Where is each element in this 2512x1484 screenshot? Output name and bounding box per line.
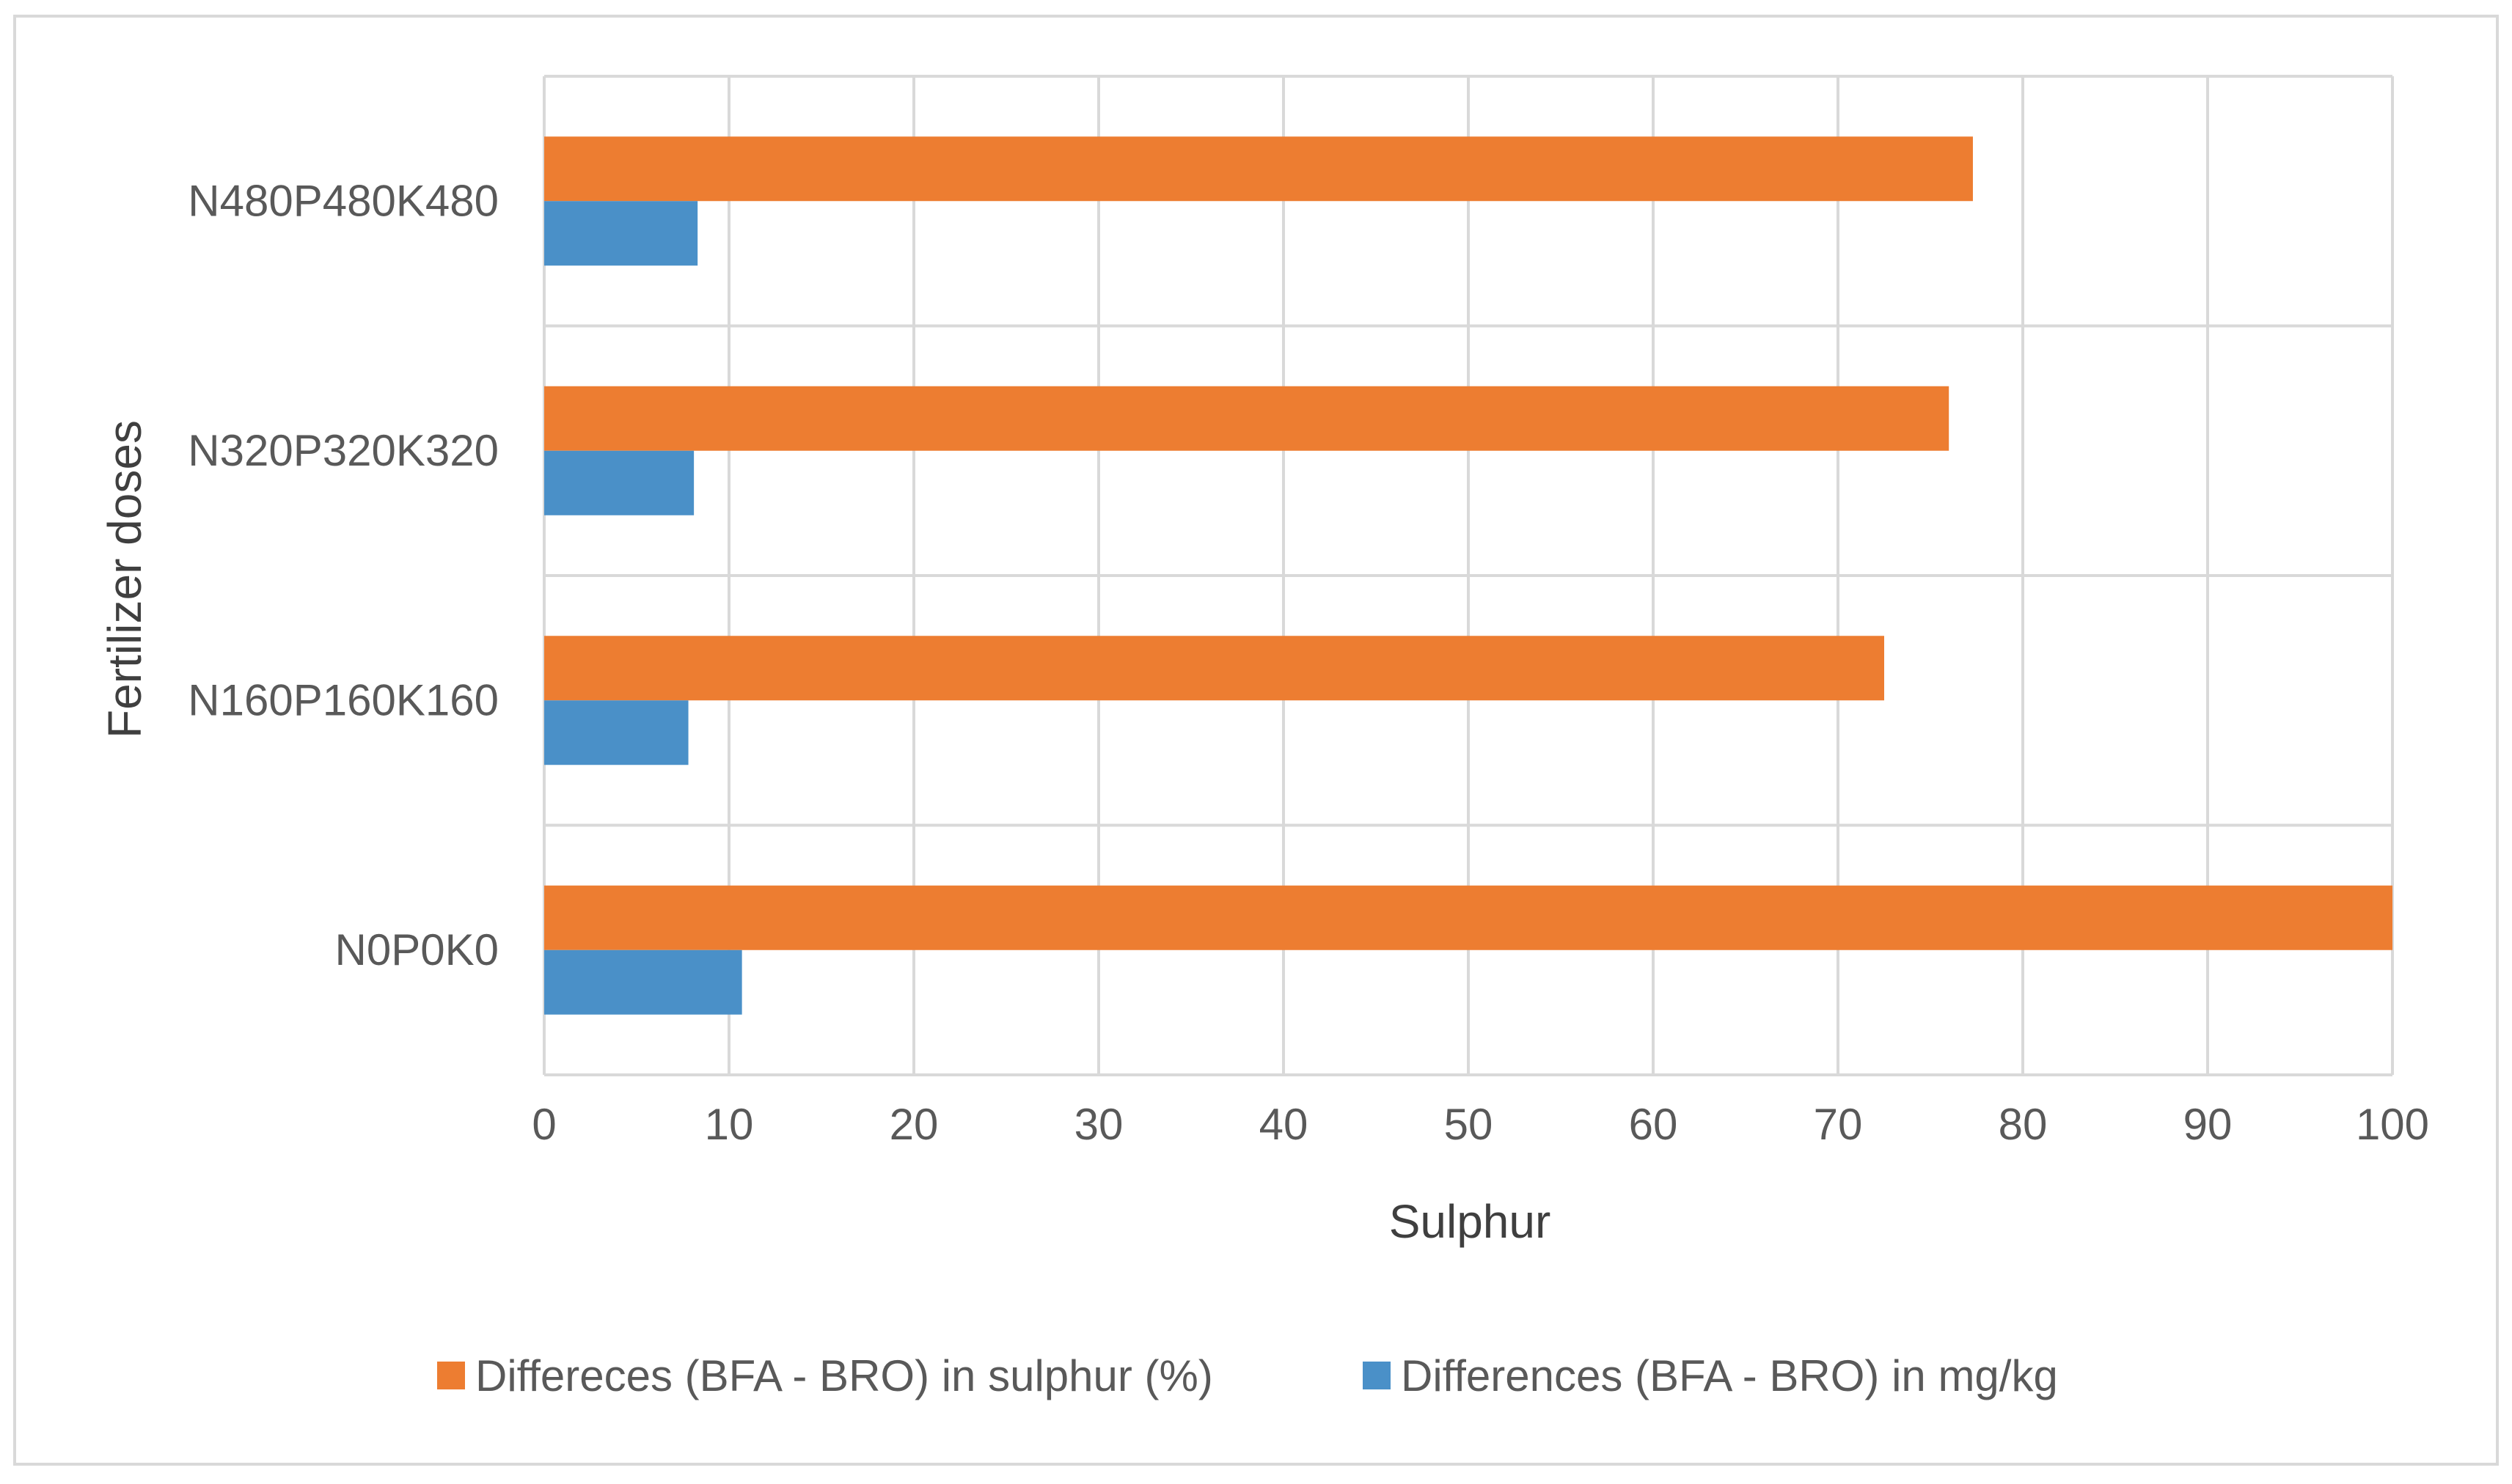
bar-series-1: [544, 885, 2392, 950]
x-tick-label: 100: [2356, 1100, 2429, 1149]
legend-swatch-series-1: [437, 1362, 465, 1389]
chart-frame: [13, 15, 2499, 1466]
bar-series-1: [544, 136, 1973, 202]
x-tick-label: 0: [532, 1100, 556, 1149]
x-tick-label: 50: [1444, 1100, 1493, 1149]
tick-labels: 0 10 20 30 40 50 60 70 80 90 100 N0P0K0 N160P160K160…: [188, 176, 2429, 1149]
y-axis-title: Fertilizer doses: [98, 420, 151, 738]
bar-series-1: [544, 636, 1884, 701]
bar-series-2: [544, 700, 689, 765]
legend-swatch-series-2: [1363, 1362, 1391, 1389]
bar-series-1: [544, 386, 1949, 451]
x-tick-label: 40: [1259, 1100, 1308, 1149]
x-tick-label: 70: [1814, 1100, 1863, 1149]
bars: [544, 136, 2392, 1015]
x-axis-title: Sulphur: [1389, 1195, 1551, 1248]
bar-series-2: [544, 450, 695, 515]
legend-label-series-2: Differences (BFA - BRO) in mg/kg: [1401, 1351, 2058, 1400]
y-tick-label: N320P320K320: [188, 426, 499, 475]
x-tick-label: 30: [1074, 1100, 1124, 1149]
legend: Differeces (BFA - BRO) in sulphur (%) Dif…: [437, 1351, 2058, 1400]
x-tick-label: 90: [2183, 1100, 2233, 1149]
y-tick-label: N480P480K480: [188, 176, 499, 225]
x-tick-label: 60: [1629, 1100, 1678, 1149]
y-tick-label: N160P160K160: [188, 675, 499, 724]
legend-label-series-1: Differeces (BFA - BRO) in sulphur (%): [475, 1351, 1213, 1400]
x-tick-label: 10: [705, 1100, 754, 1149]
x-tick-label: 20: [890, 1100, 939, 1149]
bar-series-2: [544, 949, 742, 1015]
x-tick-label: 80: [1999, 1100, 2048, 1149]
bar-series-2: [544, 201, 698, 266]
y-tick-label: N0P0K0: [335, 925, 499, 974]
